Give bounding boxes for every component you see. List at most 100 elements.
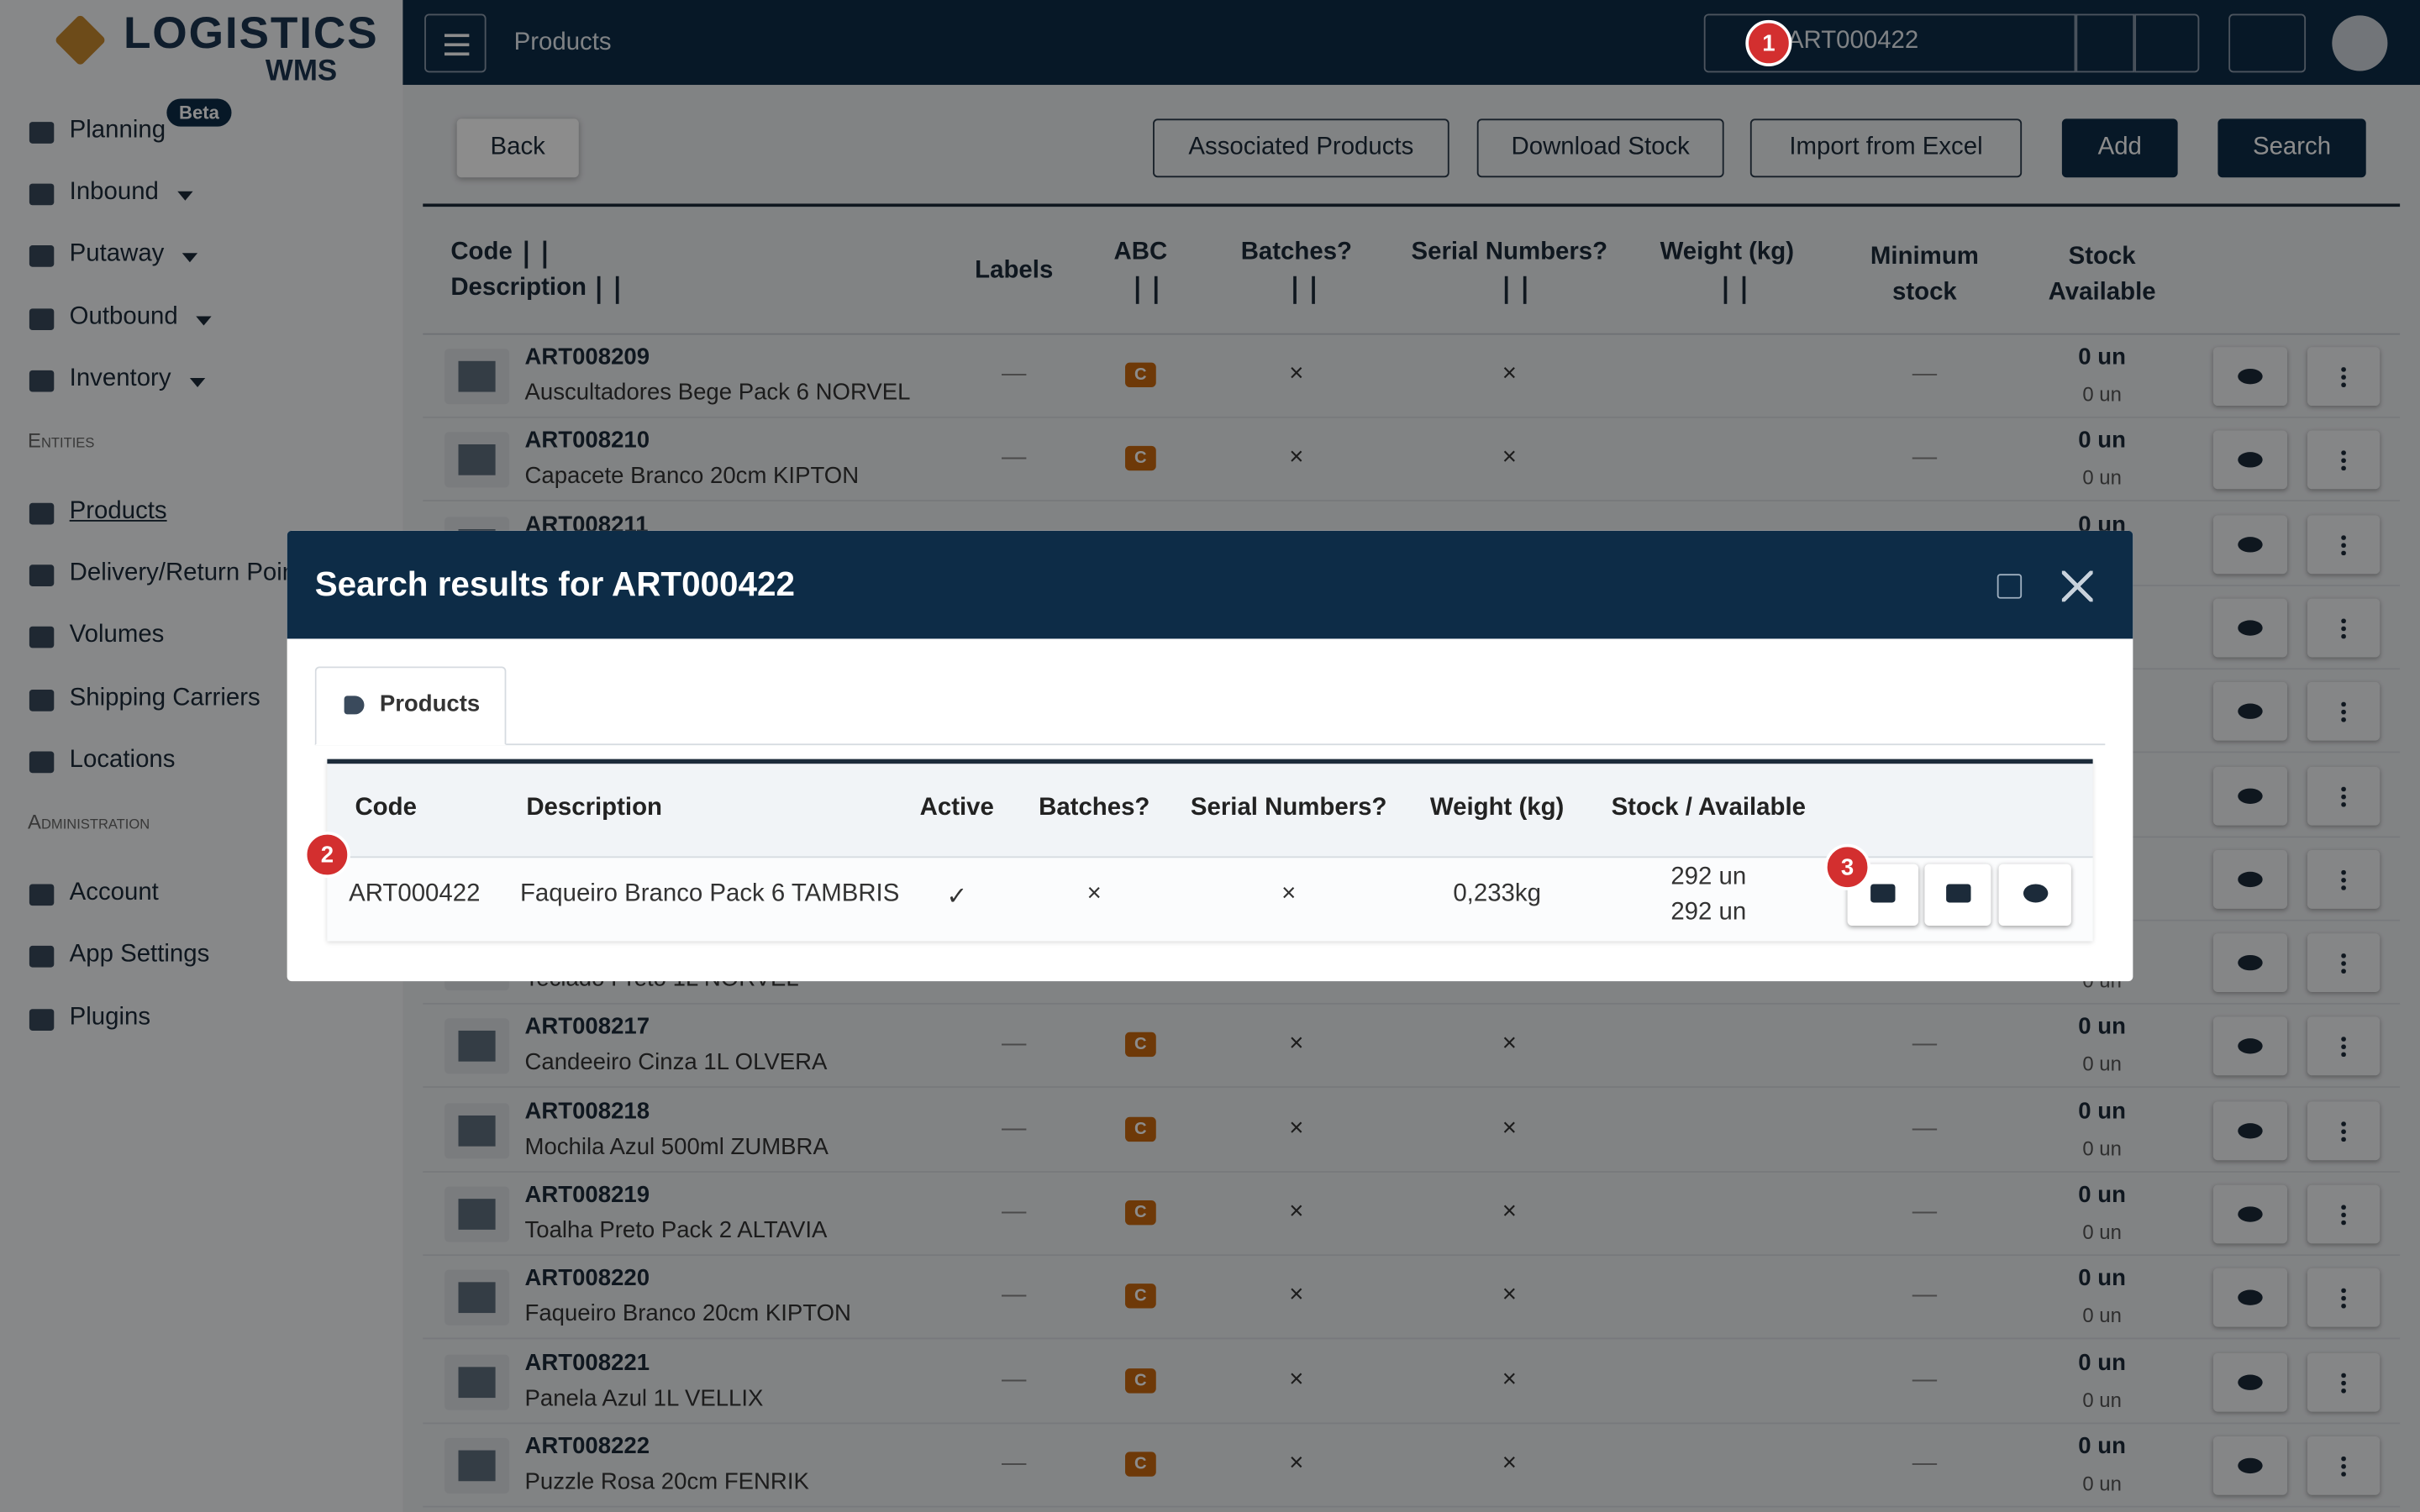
close-button[interactable] — [2061, 570, 2093, 602]
modal: Search results for ART000422 Products Code… — [287, 530, 2133, 982]
sort-icon[interactable] — [1135, 276, 1158, 304]
back-button[interactable]: Back — [456, 118, 579, 178]
column-header: Stock Available — [2048, 244, 2156, 306]
nav-item[interactable]: Plugins — [69, 1004, 151, 1031]
product-code: ART008217 — [524, 1014, 650, 1041]
stock-cell: 0 un — [2078, 1349, 2126, 1376]
view-icon — [2238, 1038, 2263, 1055]
search-button[interactable]: Search — [2217, 118, 2366, 178]
column-header: Stock / Available — [1611, 794, 1806, 822]
clear-button[interactable] — [2075, 13, 2135, 73]
stock-cell: 0 un — [2078, 1433, 2126, 1460]
nav-item[interactable]: Inventory — [69, 365, 171, 392]
nav-item[interactable]: Inbound — [69, 179, 159, 206]
modal-header — [287, 530, 2133, 639]
nav-caret — [177, 191, 193, 201]
header-divider — [423, 333, 2401, 335]
nav-item[interactable]: Shipping Carriers — [69, 685, 260, 711]
nav-item[interactable]: Outbound — [69, 303, 178, 331]
avatar[interactable] — [2332, 15, 2388, 71]
stock-cell: 0 un — [2078, 1098, 2126, 1125]
product-description: Capacete Branco 20cm KIPTON — [524, 463, 860, 490]
column-header: Description — [526, 794, 662, 822]
abc-badge: C — [1125, 1284, 1156, 1310]
nav-item[interactable]: Volumes — [69, 622, 165, 648]
product-code: ART008221 — [524, 1349, 650, 1376]
min-stock-cell: — — [1912, 1366, 1938, 1393]
section-label: Administration — [28, 810, 150, 833]
batches-cell: × — [1289, 1115, 1304, 1142]
sort-icon[interactable] — [1723, 276, 1746, 304]
camera-button[interactable] — [2134, 13, 2200, 73]
result-cell: × — [1281, 880, 1297, 908]
view-icon — [2238, 871, 2263, 887]
view-icon — [2238, 368, 2263, 385]
abc-badge: C — [1125, 1032, 1156, 1058]
row-divider — [423, 500, 2401, 502]
product-description: Candeeiro Cinza 1L OLVERA — [524, 1049, 828, 1076]
expand-button[interactable] — [1996, 574, 2023, 599]
import-button[interactable]: Import from Excel — [1749, 118, 2023, 178]
nav-item[interactable]: Delivery/Return Points — [69, 559, 316, 586]
nav-item[interactable]: Locations — [69, 746, 176, 774]
nav-item[interactable]: App Settings — [69, 941, 210, 968]
batches-cell: × — [1289, 1366, 1304, 1393]
modal-title: Search results for ART000422 — [314, 564, 795, 604]
result-cell: 292 un — [1670, 864, 1747, 890]
serial-cell: × — [1502, 1450, 1517, 1477]
available-cell: 0 un — [2082, 466, 2122, 490]
view-button-icon — [2023, 884, 2048, 903]
menu-icon — [2341, 1287, 2346, 1310]
batches-cell: × — [1289, 1031, 1304, 1058]
batches-cell: × — [1289, 1282, 1304, 1310]
thumbnail-image — [458, 1199, 496, 1230]
min-stock-cell: — — [1912, 1199, 1938, 1226]
add-button[interactable]: Add — [2061, 118, 2178, 178]
min-stock-cell: — — [1912, 1115, 1938, 1142]
nav-item[interactable]: Putaway — [69, 240, 165, 267]
column-header: Code — [355, 794, 417, 822]
nav-item[interactable]: Products — [69, 498, 167, 525]
result-cell: 292 un — [1670, 899, 1747, 927]
labels-cell: — — [1002, 1282, 1027, 1310]
menu-icon — [2341, 952, 2346, 974]
available-cell: 0 un — [2082, 382, 2122, 407]
column-header: Weight (kg) — [1660, 239, 1795, 265]
abc-badge: C — [1125, 1200, 1156, 1226]
product-description: Mochila Azul 500ml ZUMBRA — [524, 1133, 829, 1160]
sort-icon[interactable] — [524, 240, 547, 269]
nav-icon — [29, 370, 55, 392]
view-icon — [2238, 1122, 2263, 1138]
menu-icon — [2341, 701, 2346, 722]
nav-item[interactable]: Account — [69, 879, 159, 906]
nav-icon — [29, 122, 55, 144]
tab-label: Products — [379, 690, 481, 718]
badge: Beta — [166, 98, 232, 127]
column-header: ABC — [1113, 239, 1168, 265]
row-divider — [423, 1086, 2401, 1089]
annotation-marker: 3 — [1824, 843, 1871, 890]
search-box[interactable] — [1703, 13, 2076, 73]
thumbnail-image — [458, 1115, 496, 1147]
column-header: Labels — [975, 257, 1054, 284]
associated-button[interactable]: Associated Products — [1153, 118, 1449, 178]
sort-icon[interactable] — [1504, 276, 1527, 304]
available-cell: 0 un — [2082, 1304, 2122, 1328]
app-button[interactable] — [2228, 13, 2307, 73]
menu-button[interactable] — [424, 13, 487, 73]
nav-icon — [29, 308, 55, 331]
sort-icon[interactable] — [1293, 276, 1315, 304]
topbar: Products ART000422 — [402, 0, 2420, 86]
product-code: ART008220 — [524, 1265, 650, 1292]
tab[interactable] — [314, 666, 507, 746]
results-row — [327, 856, 2093, 942]
abc-badge: C — [1125, 1368, 1156, 1393]
nav-item[interactable]: Planning — [69, 117, 166, 144]
product-code: ART008222 — [524, 1433, 650, 1460]
sort-icon[interactable] — [597, 276, 619, 304]
download-button[interactable]: Download Stock — [1476, 118, 1724, 178]
product-code: ART008210 — [524, 428, 650, 454]
annotation-marker: 2 — [303, 832, 350, 879]
nav-caret — [189, 378, 206, 388]
